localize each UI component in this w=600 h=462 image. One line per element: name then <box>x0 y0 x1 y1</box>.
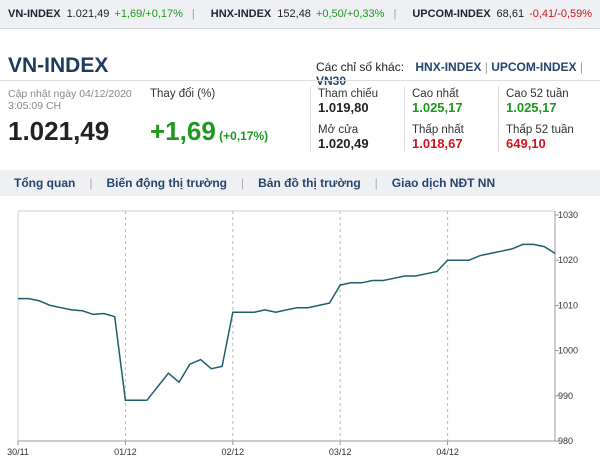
y-tick-label: 1010 <box>558 300 578 310</box>
y-tick-label: 1030 <box>558 210 578 220</box>
stat: Tham chiếu 1.019,80 <box>318 88 378 115</box>
stat: Thấp nhất 1.018,67 <box>412 124 464 151</box>
ticker-name: VN-INDEX <box>8 8 61 20</box>
tab[interactable]: Tổng quan <box>14 176 76 190</box>
other-link[interactable]: UPCOM-INDEX <box>491 60 577 74</box>
ticker-price: 68,61 <box>496 8 525 20</box>
other-link[interactable]: HNX-INDEX <box>415 60 482 74</box>
other-link[interactable]: VN30 <box>316 74 347 88</box>
stat: Cao nhất 1.025,17 <box>412 88 463 115</box>
tab-separator: | <box>241 176 245 190</box>
ticker-item: HNX-INDEX 152,48 +0,50/+0,33% | <box>211 8 402 20</box>
y-tick-label: 990 <box>558 391 573 401</box>
stat-label: Mở cửa <box>318 124 359 136</box>
change-label: Thay đổi (%) <box>150 88 216 100</box>
separator: | <box>393 8 397 20</box>
tab-separator: | <box>374 176 378 190</box>
ticker-item: VN-INDEX 1.021,49 +1,69/+0,17% | <box>8 8 200 20</box>
others-label: Các chỉ số khác: <box>316 60 405 74</box>
index-title: VN-INDEX <box>8 54 109 77</box>
tab-separator: | <box>89 176 93 190</box>
stat-label: Cao 52 tuần <box>506 88 569 100</box>
ticker-name: UPCOM-INDEX <box>412 8 491 20</box>
tab[interactable]: Biến động thị trường <box>106 176 227 190</box>
stat-value: 1.020,49 <box>318 136 369 151</box>
stat-value: 1.025,17 <box>506 100 557 115</box>
x-tick-label: 03/12 <box>329 447 352 457</box>
stat-divider <box>310 86 311 152</box>
tab[interactable]: Bản đồ thị trường <box>258 176 361 190</box>
price: 1.021,49 <box>8 116 110 146</box>
ticker-bar: VN-INDEX 1.021,49 +1,69/+0,17% | HNX-INDEX 15… <box>0 0 600 29</box>
x-tick-label: 30/11 <box>7 447 29 457</box>
others: Các chỉ số khác: HNX-INDEX | UPCOM-INDEX… <box>316 60 584 88</box>
stat-divider <box>498 86 499 152</box>
ticker-name: HNX-INDEX <box>210 8 272 20</box>
stat-divider <box>404 86 405 152</box>
stat-value: 1.018,67 <box>412 136 463 151</box>
ticker-price: 1.021,49 <box>66 8 110 20</box>
stat-label: Cao nhất <box>412 88 459 100</box>
change: +1,69 (+0,17%) <box>150 116 268 147</box>
divider <box>0 80 600 81</box>
stat-value: 649,10 <box>506 136 546 151</box>
chart: 980 990 1000 1010 1020 1030 30/11 01/12 02/12 03/… <box>7 210 578 457</box>
y-tick-label: 1020 <box>558 255 578 265</box>
separator: | <box>191 8 195 20</box>
ticker-change: -0,41/-0,59% <box>529 8 593 20</box>
stat-value: 1.025,17 <box>412 100 463 115</box>
ticker-change: +1,69/+0,17% <box>114 8 183 20</box>
stat: Cao 52 tuần 1.025,17 <box>506 88 569 115</box>
stat-value: 1.019,80 <box>318 100 369 115</box>
change-value: +1,69 <box>150 116 216 146</box>
updated: Cập nhật ngày 04/12/2020 3:05:09 CH <box>8 88 132 112</box>
x-tick-label: 04/12 <box>436 447 459 457</box>
tabs: Tổng quan | Biến động thị trường | Bản đồ th… <box>0 170 600 196</box>
stat-label: Thấp nhất <box>412 124 464 136</box>
change-pct: (+0,17%) <box>219 129 269 143</box>
x-tick-label: 02/12 <box>222 447 245 457</box>
stat-label: Tham chiếu <box>318 88 379 100</box>
ticker-change: +0,50/+0,33% <box>315 8 385 20</box>
ticker-price: 152,48 <box>277 8 311 20</box>
stat: Thấp 52 tuần 649,10 <box>506 124 574 151</box>
y-tick-label: 980 <box>558 436 573 446</box>
tab[interactable]: Giao dịch NĐT NN <box>391 176 496 190</box>
stat-label: Thấp 52 tuần <box>506 124 574 136</box>
stat: Mở cửa 1.020,49 <box>318 124 369 151</box>
x-tick-label: 01/12 <box>114 447 137 457</box>
y-tick-label: 1000 <box>558 346 578 356</box>
line <box>18 243 556 402</box>
